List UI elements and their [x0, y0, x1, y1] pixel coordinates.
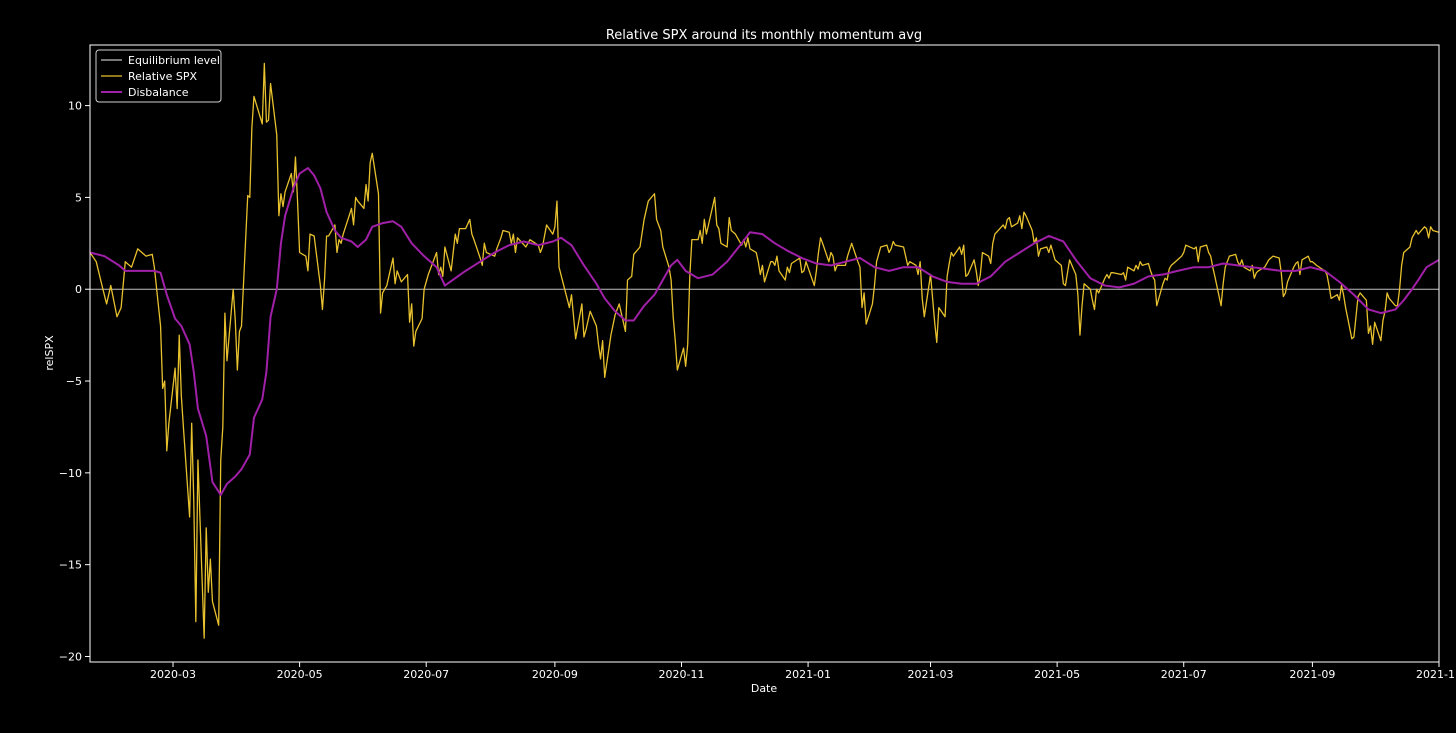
y-tick-label: −20	[59, 650, 82, 663]
y-tick-label: −10	[59, 467, 82, 480]
axes-frame	[89, 44, 1440, 663]
axes: 2020-03 2020-05 2020-07 2020-09 2020-11 2021-…	[59, 44, 1456, 681]
legend: Equilibrium level Relative SPX Disbalance	[95, 49, 222, 103]
x-axis-label: Date	[751, 682, 778, 695]
x-tick-label: 2021-09	[1289, 668, 1335, 681]
x-tick-label: 2020-07	[403, 668, 449, 681]
x-tick-label: 2020-09	[532, 668, 578, 681]
y-tick-label: −5	[66, 375, 82, 388]
legend-label-disbalance: Disbalance	[128, 86, 189, 99]
series-line-relative-spx	[90, 62, 1439, 639]
chart-title: Relative SPX around its monthly momentum…	[606, 28, 922, 43]
legend-box	[95, 49, 222, 103]
legend-label-equilibrium-level: Equilibrium level	[128, 54, 220, 67]
series-group	[90, 62, 1439, 639]
series-line-disbalance	[90, 167, 1439, 496]
plot-area	[90, 62, 1439, 639]
x-tick-label: 2021-11	[1416, 668, 1456, 681]
x-tick-label: 2021-01	[785, 668, 831, 681]
x-tick-label: 2021-03	[908, 668, 954, 681]
y-axis-label: relSPX	[43, 335, 56, 371]
y-tick-label: 10	[68, 100, 82, 113]
y-tick-label: −15	[59, 559, 82, 572]
x-tick-label: 2021-07	[1161, 668, 1207, 681]
x-tick-label: 2021-05	[1034, 668, 1080, 681]
y-tick-label: 0	[75, 283, 82, 296]
y-tick-label: 5	[75, 191, 82, 204]
legend-label-relative-spx: Relative SPX	[128, 70, 197, 83]
x-tick-label: 2020-11	[659, 668, 705, 681]
x-tick-label: 2020-03	[150, 668, 196, 681]
x-tick-label: 2020-05	[277, 668, 323, 681]
